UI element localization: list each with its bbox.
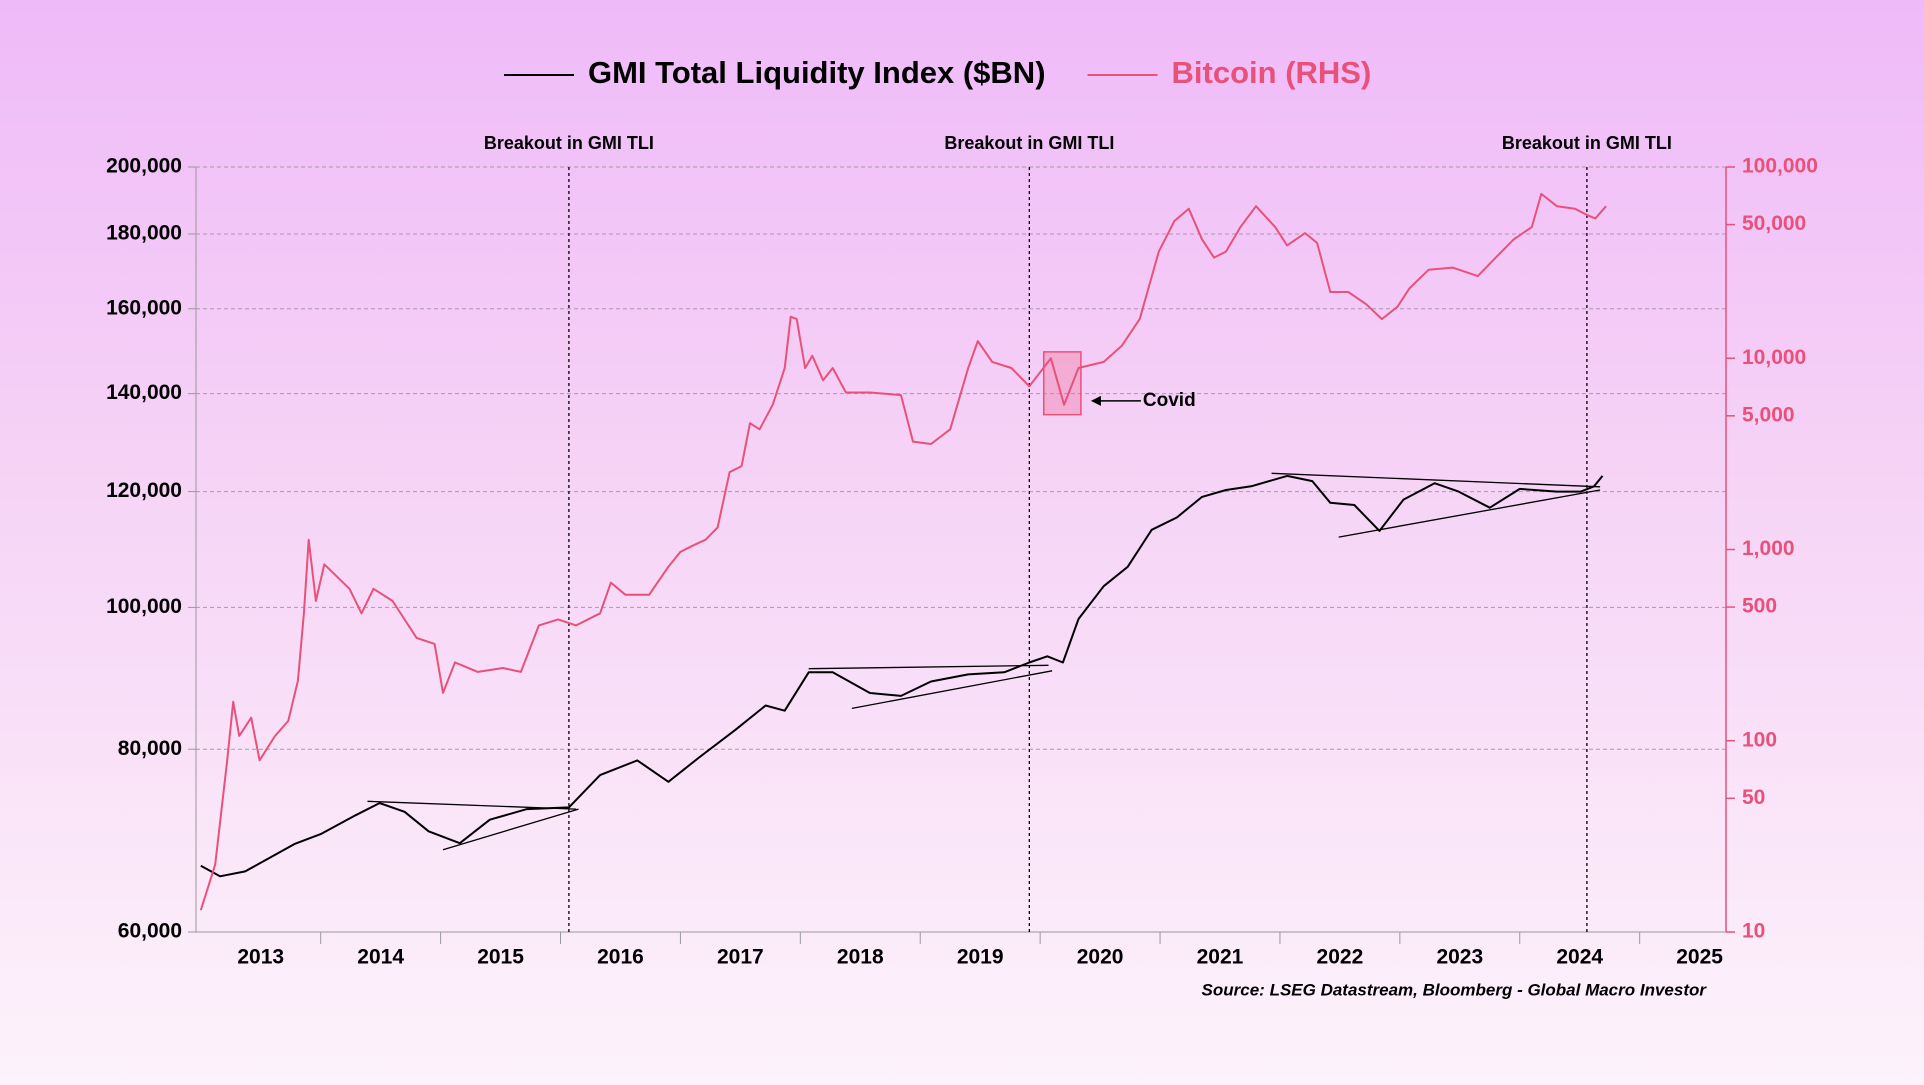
breakout-label: Breakout in GMI TLI <box>484 133 654 153</box>
y2-tick-label: 500 <box>1742 595 1777 618</box>
y2-tick-label: 1,000 <box>1742 537 1795 560</box>
series-line <box>199 192 1607 911</box>
breakout-label: Breakout in GMI TLI <box>944 133 1114 153</box>
x-tick-label: 2025 <box>1676 946 1723 969</box>
trend-line <box>1271 472 1601 488</box>
x-tick-label: 2018 <box>837 946 884 969</box>
x-tick-label: 2023 <box>1436 946 1483 969</box>
y-tick-label: 80,000 <box>118 737 182 760</box>
y-tick-label: 140,000 <box>106 381 182 404</box>
y-tick-label: 120,000 <box>106 479 182 502</box>
x-tick-label: 2015 <box>477 946 524 969</box>
x-tick-label: 2019 <box>957 946 1004 969</box>
x-tick-label: 2020 <box>1077 946 1124 969</box>
source-note: Source: LSEG Datastream, Bloomberg - Glo… <box>1202 980 1708 999</box>
legend-label: Bitcoin (RHS) <box>1172 55 1372 90</box>
y2-tick-label: 100,000 <box>1742 155 1818 178</box>
legend-label: GMI Total Liquidity Index ($BN) <box>588 55 1046 90</box>
y-tick-label: 200,000 <box>106 155 182 178</box>
x-tick-label: 2022 <box>1317 946 1364 969</box>
y2-tick-label: 5,000 <box>1742 403 1795 426</box>
trend-line <box>808 664 1049 670</box>
x-tick-label: 2013 <box>237 946 284 969</box>
y2-tick-label: 100 <box>1742 728 1777 751</box>
y2-tick-label: 50,000 <box>1742 212 1806 235</box>
y2-tick-label: 10,000 <box>1742 346 1806 369</box>
y-tick-label: 160,000 <box>106 296 182 319</box>
y-tick-label: 180,000 <box>106 221 182 244</box>
x-tick-label: 2014 <box>357 946 404 969</box>
trend-line <box>1338 489 1601 538</box>
trend-line <box>851 670 1053 710</box>
x-tick-label: 2017 <box>717 946 764 969</box>
series-line <box>200 474 1604 878</box>
trend-line <box>442 808 579 851</box>
y2-tick-label: 10 <box>1742 920 1765 943</box>
y2-tick-label: 50 <box>1742 786 1765 809</box>
x-tick-label: 2024 <box>1556 946 1603 969</box>
x-tick-label: 2021 <box>1197 946 1244 969</box>
y-tick-label: 60,000 <box>118 920 182 943</box>
covid-arrowhead <box>1090 395 1101 406</box>
covid-box <box>1042 351 1082 416</box>
x-tick-label: 2016 <box>597 946 644 969</box>
breakout-label: Breakout in GMI TLI <box>1502 133 1672 153</box>
y-tick-label: 100,000 <box>106 595 182 618</box>
covid-label: Covid <box>1143 390 1196 411</box>
